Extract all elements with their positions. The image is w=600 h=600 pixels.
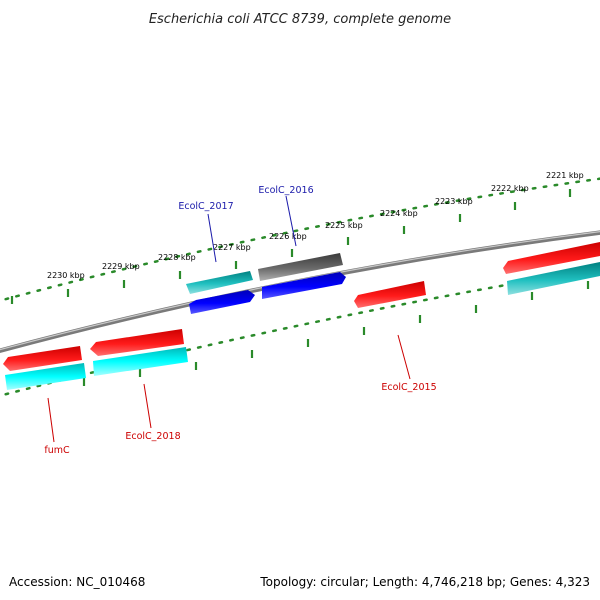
gene-label-ecolc-2018[interactable]: EcolC_2018 — [125, 431, 180, 442]
ruler-label: 2230 kbp — [47, 271, 85, 280]
feature-red-middle[interactable] — [354, 281, 426, 308]
feature-red-right[interactable] — [503, 242, 600, 274]
feature-blue-2[interactable] — [262, 272, 346, 299]
feature-red-left-1[interactable] — [3, 346, 82, 371]
ruler-label: 2223 kbp — [435, 197, 473, 206]
ruler-label: 2226 kbp — [269, 232, 307, 241]
gene-label-fumc[interactable]: fumC — [44, 445, 70, 456]
gene-labels: EcolC_2017 EcolC_2016 EcolC_2015 EcolC_2… — [44, 185, 436, 456]
map-title: Escherichia coli ATCC 8739, complete gen… — [149, 12, 451, 27]
ruler-label: 2221 kbp — [546, 171, 584, 180]
feature-blue-1[interactable] — [189, 290, 255, 314]
ruler-label: 2225 kbp — [325, 221, 363, 230]
gene-label-ecolc-2016[interactable]: EcolC_2016 — [258, 185, 313, 196]
ruler-labels: 2221 kbp 2222 kbp 2223 kbp 2224 kbp 2225… — [47, 171, 584, 280]
feature-cyan-left-1[interactable] — [5, 363, 86, 390]
ruler-label: 2222 kbp — [491, 184, 529, 193]
feature-red-left-2[interactable] — [90, 329, 184, 356]
feature-cyan-left-2[interactable] — [93, 347, 188, 376]
label-leader-lines — [47, 195, 411, 443]
outer-ruler-ticks — [10, 189, 572, 304]
outer-ruler-line — [0, 177, 600, 302]
accession-text: Accession: NC_010468 — [9, 575, 145, 589]
inner-ruler-ticks — [82, 281, 590, 386]
gene-label-ecolc-2015[interactable]: EcolC_2015 — [381, 382, 436, 393]
topology-summary-text: Topology: circular; Length: 4,746,218 bp… — [259, 575, 590, 589]
ruler-label: 2229 kbp — [102, 262, 140, 271]
gene-label-ecolc-2017[interactable]: EcolC_2017 — [178, 201, 233, 212]
feature-teal-right[interactable] — [507, 262, 600, 295]
feature-gray-1[interactable] — [258, 253, 343, 281]
feature-teal-1[interactable] — [186, 271, 253, 294]
ruler-label: 2224 kbp — [380, 209, 418, 218]
ruler-label: 2227 kbp — [213, 243, 251, 252]
ruler-label: 2228 kbp — [158, 253, 196, 262]
